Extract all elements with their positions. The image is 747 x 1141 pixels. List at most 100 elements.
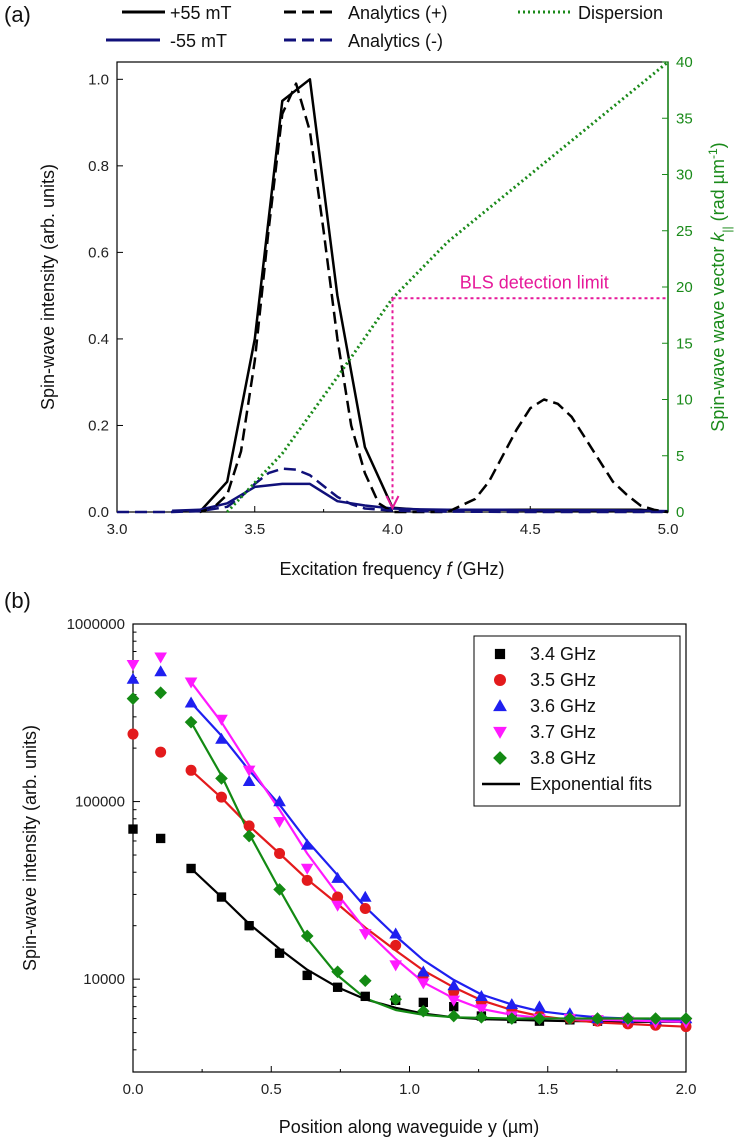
data-point-4: [591, 1012, 604, 1025]
data-point-3: [300, 863, 314, 875]
legend-marker-3: [493, 726, 507, 739]
a-y-tick-label: 1.0: [88, 71, 109, 88]
series-line-4: [226, 60, 669, 514]
data-point-4: [679, 1012, 693, 1025]
data-point-1: [215, 791, 227, 803]
legend-label-analytics-plus: Analytics (+): [348, 3, 448, 23]
data-point-2: [417, 965, 430, 977]
data-point-4: [533, 1012, 546, 1025]
data-point-4: [358, 974, 372, 988]
panel-b: (b) 0.0 0.5 1.0 1.5 2.0 10000 100000 1000000 3.…: [4, 588, 696, 1137]
data-point-3: [389, 960, 402, 972]
panel-a-series: [117, 60, 669, 514]
data-point-2: [300, 838, 314, 850]
data-point-4: [417, 1004, 430, 1018]
legend-label-0: 3.4 GHz: [530, 644, 596, 664]
legend-label-minus55: -55 mT: [170, 31, 227, 51]
b-y-tick-label: 10000: [83, 971, 125, 988]
bls-limit-label: BLS detection limit: [460, 272, 609, 292]
a-y-tick-label: 0.8: [88, 158, 109, 175]
panel-b-axes: 0.0 0.5 1.0 1.5 2.0 10000 100000 1000000: [67, 616, 697, 1098]
a-x-tick-label: 4.5: [520, 521, 541, 538]
data-point-1: [274, 848, 286, 860]
data-point-2: [447, 979, 461, 991]
data-point-2: [358, 890, 372, 902]
data-point-3: [417, 978, 430, 990]
data-point-1: [301, 874, 313, 886]
legend-label-analytics-minus: Analytics (-): [348, 31, 443, 51]
legend-marker-1: [494, 674, 506, 686]
data-point-3: [273, 817, 286, 829]
panel-a-y2-axis-label: Spin-wave wave vector k|| (rad µm-1): [706, 142, 734, 431]
a-y-tick-label: 0.4: [88, 331, 109, 348]
legend-box: [473, 635, 681, 807]
panel-b-series: [126, 652, 693, 1033]
bls-limit-arrowhead: [385, 495, 400, 511]
b-x-tick-label: 1.0: [399, 1081, 420, 1098]
data-point-4: [154, 686, 167, 700]
a-y2-tick-label: 10: [676, 392, 693, 409]
legend-label-dispersion: Dispersion: [578, 3, 663, 23]
b-y-tick-label: 1000000: [67, 616, 125, 633]
a-x-tick-label: 3.5: [244, 521, 265, 538]
data-point-4: [242, 829, 256, 843]
panel-b-label: (b): [4, 588, 31, 613]
data-point-1: [155, 746, 167, 758]
data-point-4: [300, 929, 314, 943]
b-x-tick-label: 1.5: [537, 1081, 558, 1098]
panel-b-legend: 3.4 GHz 3.5 GHz 3.6 GHz 3.7 GHz 3.8 GHz Expon…: [473, 635, 681, 807]
data-point-2: [273, 795, 286, 807]
b-y-tick-label: 100000: [75, 794, 125, 811]
data-point-0: [360, 991, 370, 1002]
data-point-4: [273, 883, 286, 896]
data-point-0: [128, 824, 138, 834]
data-point-0: [418, 997, 428, 1008]
data-point-1: [243, 820, 255, 832]
legend-marker-0: [494, 648, 506, 660]
data-point-0: [216, 892, 227, 902]
panel-b-y-axis-label: Spin-wave intensity (arb. units): [20, 725, 40, 971]
panel-b-x-axis-label: Position along waveguide y (µm): [279, 1117, 540, 1137]
panel-a-legend: +55 mT Analytics (+) Dispersion -55 mT A…: [106, 3, 663, 51]
data-point-3: [358, 929, 372, 941]
b-x-tick-label: 0.0: [123, 1081, 144, 1098]
data-point-2: [154, 665, 167, 677]
legend-label-plus55: +55 mT: [170, 3, 232, 23]
data-point-4: [331, 965, 344, 979]
series-line-2: [199, 82, 669, 514]
data-point-2: [389, 927, 402, 939]
data-point-4: [126, 692, 140, 705]
a-y2-tick-label: 20: [676, 279, 693, 296]
data-point-2: [505, 998, 519, 1010]
data-point-0: [244, 921, 254, 931]
data-point-3: [215, 714, 228, 726]
data-point-0: [449, 1001, 459, 1012]
a-y2-tick-label: 35: [676, 110, 693, 127]
data-point-4: [475, 1010, 488, 1024]
exponential-fit-1: [190, 769, 687, 1028]
data-point-0: [186, 863, 196, 874]
series-line-0: [198, 78, 669, 514]
data-point-0: [302, 970, 312, 981]
a-y2-tick-label: 25: [676, 223, 693, 240]
bls-annotation: BLS detection limit: [385, 272, 668, 511]
data-point-0: [332, 982, 343, 992]
b-x-tick-label: 0.5: [261, 1081, 282, 1098]
data-point-2: [331, 871, 344, 883]
legend-label-4: 3.8 GHz: [530, 748, 596, 768]
data-point-4: [184, 715, 198, 729]
data-point-3: [242, 765, 256, 777]
data-point-3: [447, 995, 461, 1007]
data-point-2: [184, 696, 198, 708]
data-point-2: [533, 1000, 546, 1012]
data-point-3: [184, 677, 198, 689]
data-point-4: [563, 1012, 577, 1025]
exponential-fit-0: [190, 867, 686, 1023]
data-point-1: [185, 764, 197, 776]
data-point-0: [274, 948, 285, 958]
legend-marker-2: [493, 699, 507, 712]
panel-a-label: (a): [4, 2, 31, 27]
data-point-3: [331, 900, 344, 912]
panel-a: (a) +55 mT Analytics (+) Dispersion -55 …: [4, 2, 734, 579]
